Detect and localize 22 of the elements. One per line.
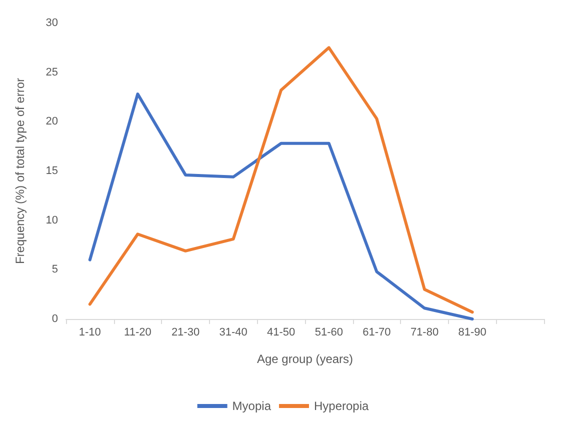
x-tick-label: 21-30 xyxy=(171,326,200,338)
x-tick-label: 61-70 xyxy=(362,326,391,338)
y-tick-label: 15 xyxy=(46,165,58,177)
y-tick-label: 20 xyxy=(46,116,58,128)
x-tick-label: 41-50 xyxy=(267,326,296,338)
y-tick-label: 5 xyxy=(52,264,58,276)
line-series xyxy=(88,92,474,320)
line-series xyxy=(88,46,474,314)
x-tick-label: 11-20 xyxy=(124,326,152,338)
x-axis-title: Age group (years) xyxy=(256,352,354,366)
x-tick-label: 51-60 xyxy=(314,326,343,338)
y-tick-label: 25 xyxy=(46,66,58,78)
x-tick-label: 31-40 xyxy=(219,326,248,338)
x-tick-label: 81-90 xyxy=(458,326,486,338)
y-tick-label: 10 xyxy=(46,214,58,226)
x-tick-label: 71-80 xyxy=(410,326,439,338)
y-axis-title: Frequency (%) of total type of error xyxy=(13,78,27,264)
y-tick-label: 30 xyxy=(46,17,58,29)
legend-label: Hyperopia xyxy=(314,399,370,413)
legend-label: Myopia xyxy=(232,399,272,413)
x-tick-label: 1-10 xyxy=(78,326,101,338)
y-tick-label: 0 xyxy=(52,313,58,325)
